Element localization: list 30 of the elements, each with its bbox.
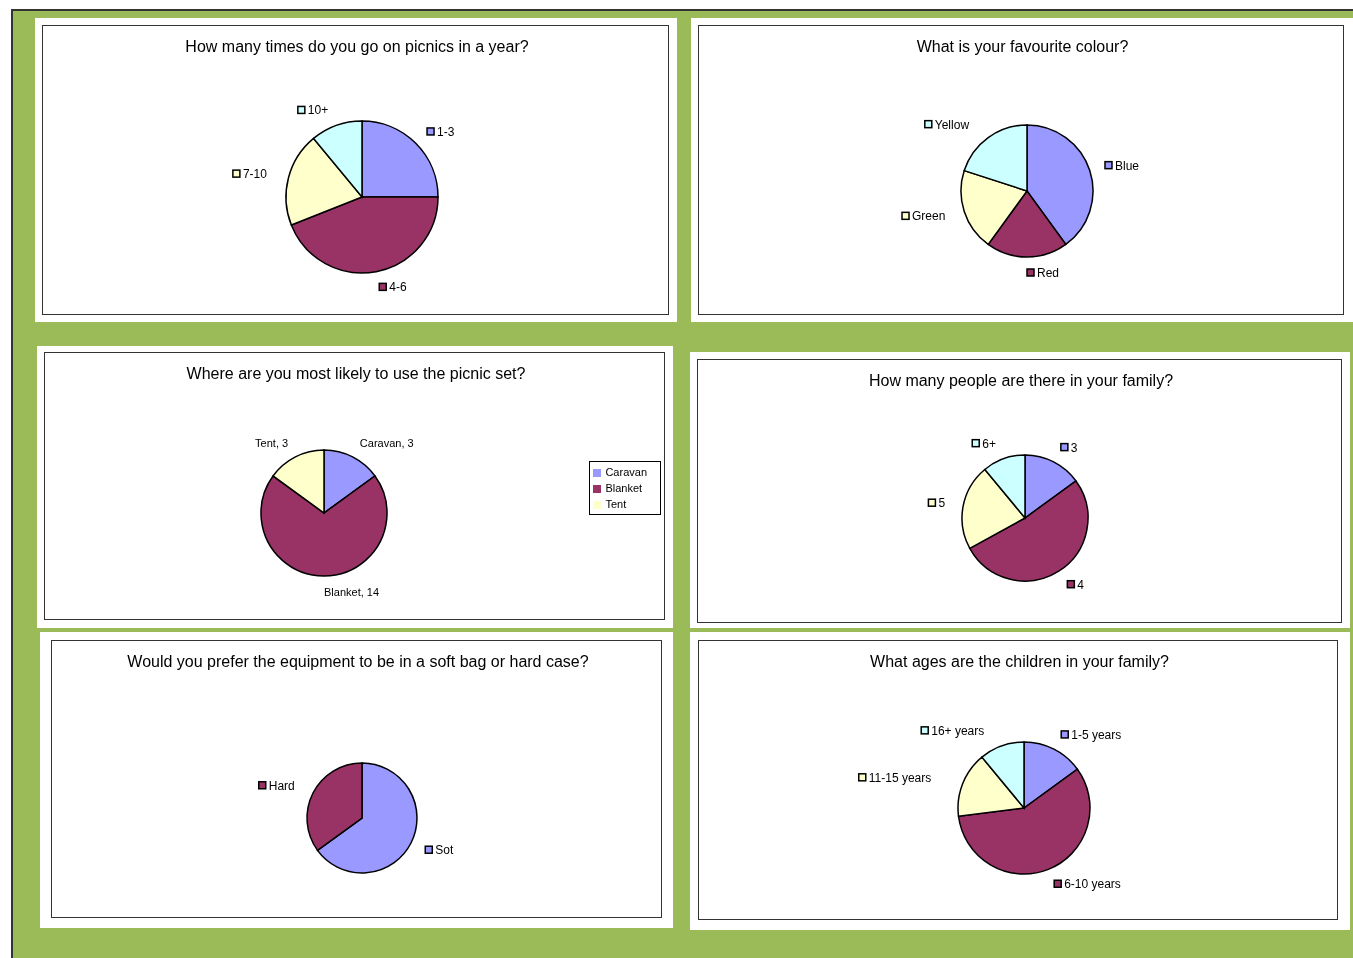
legend-label: Green xyxy=(912,209,946,224)
chart-title: How many times do you go on picnics in a year? xyxy=(184,37,530,57)
legend-label: 1-3 xyxy=(437,124,455,139)
legend-label: 4 xyxy=(1077,577,1085,592)
legend-label: Sot xyxy=(435,843,454,858)
legend-label: Hard xyxy=(268,778,295,793)
legend-label: 1-5 years xyxy=(1071,727,1122,742)
legend-label: 5 xyxy=(938,496,946,511)
legend-label: 6+ xyxy=(982,436,996,451)
legend-label: Red xyxy=(1037,266,1060,280)
legend-label: 7-10 xyxy=(242,167,268,182)
legend-label: 6-10 years xyxy=(1064,877,1121,892)
chart-title: What is your favourite colour? xyxy=(915,37,1130,57)
legend-label: 4-6 xyxy=(389,280,407,295)
chart-title: What ages are the children in your family? xyxy=(869,652,1170,672)
chart-title: How many people are there in your family? xyxy=(867,371,1175,391)
legend-label: Blue xyxy=(1114,158,1140,173)
legend-label: Caravan xyxy=(605,465,647,478)
legend-label: Tent xyxy=(605,497,627,510)
data-label: Caravan, 3 xyxy=(359,436,414,449)
legend-label: Yellow xyxy=(934,117,970,132)
legend-label: 10+ xyxy=(307,103,329,118)
data-label: Tent, 3 xyxy=(255,436,289,449)
legend-label: 3 xyxy=(1070,440,1078,455)
chart-title: Would you prefer the equipment to be in a soft bag or hard case? xyxy=(126,652,590,672)
legend-label: Blanket xyxy=(605,481,643,494)
legend-label: 11-15 years xyxy=(868,770,932,785)
data-label: Blanket, 14 xyxy=(324,586,380,598)
legend-label: 16+ years xyxy=(931,723,985,738)
chart-title: Where are you most likely to use the picnic set? xyxy=(185,364,527,384)
